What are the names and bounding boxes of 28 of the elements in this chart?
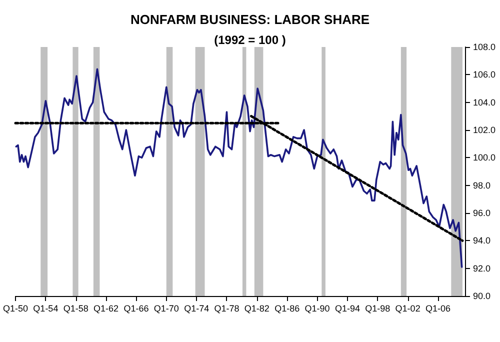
x-tick-label: Q1-70 <box>154 304 179 314</box>
x-tick-label: Q1-98 <box>365 304 390 314</box>
x-tick-label: Q1-86 <box>274 304 300 314</box>
x-tick-label: Q1-78 <box>214 304 240 314</box>
x-tick-label: Q1-50 <box>3 304 28 314</box>
y-tick-label: 98.0 <box>473 180 491 190</box>
y-tick-label: 90.0 <box>473 291 491 301</box>
x-tick-label: Q1-58 <box>63 304 88 314</box>
y-tick-label: 108.0 <box>473 42 496 52</box>
y-tick-label: 100.0 <box>473 152 496 163</box>
x-tick-label: Q1-90 <box>304 304 330 314</box>
chart-subtitle: (1992 = 100 ) <box>214 33 286 47</box>
x-tick-label: Q1-54 <box>33 304 58 314</box>
x-tick-label: Q1-02 <box>395 304 420 314</box>
x-tick-label: Q1-82 <box>244 304 270 314</box>
x-tick-label: Q1-66 <box>124 304 149 314</box>
y-tick-label: 96.0 <box>473 208 491 218</box>
y-tick-label: 92.0 <box>473 263 491 274</box>
y-tick-label: 94.0 <box>473 236 491 246</box>
y-tick-label: 104.0 <box>473 97 496 108</box>
y-tick-label: 106.0 <box>473 70 496 80</box>
x-tick-label: Q1-62 <box>94 304 119 314</box>
x-tick-label: Q1-94 <box>334 304 360 314</box>
y-tick-label: 102.0 <box>473 125 496 135</box>
chart-title: NONFARM BUSINESS: LABOR SHARE <box>130 12 370 27</box>
line-series <box>15 68 463 268</box>
x-tick-label: Q1-06 <box>425 304 450 314</box>
x-tick-label: Q1-74 <box>184 304 210 314</box>
